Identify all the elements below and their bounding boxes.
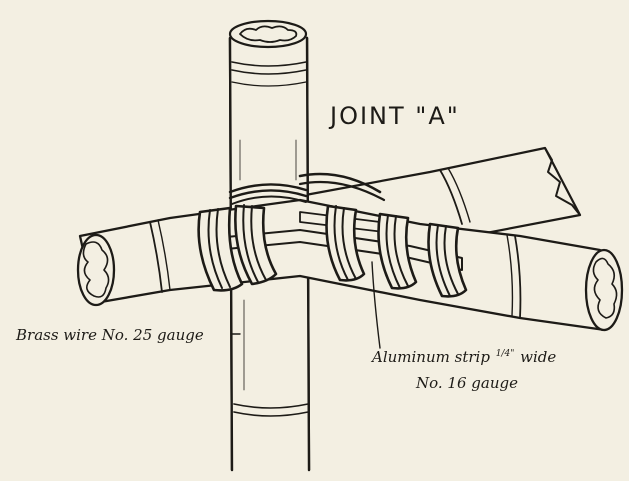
aluminum-strip-label-wide: wide	[520, 348, 557, 366]
aluminum-strip-gauge-label: No. 16 gauge	[416, 374, 518, 392]
brass-wire-label: Brass wire No. 25 gauge	[16, 326, 204, 344]
aluminum-strip-width-fraction: 1/4"	[495, 349, 515, 359]
wire-bindings	[197, 172, 468, 298]
aluminum-strip-label: Aluminum strip 1/4" wide	[372, 350, 556, 365]
diagram-title: JOINT "A"	[330, 102, 460, 130]
aluminum-strip-label-text: Aluminum strip	[372, 348, 490, 366]
leader-lines	[230, 261, 381, 349]
